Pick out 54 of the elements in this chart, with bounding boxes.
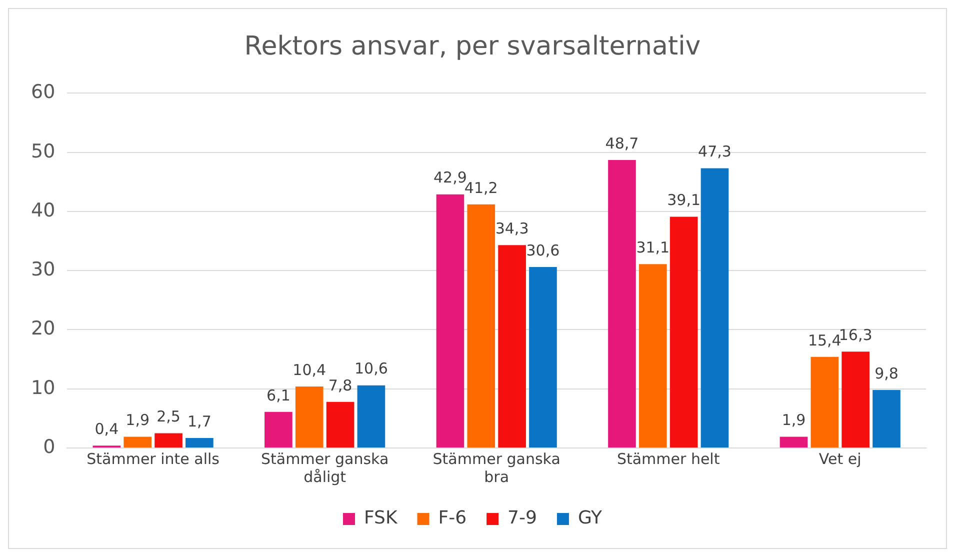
y-tick-label: 20: [30, 318, 56, 340]
data-label: 31,1: [636, 238, 670, 256]
bar: [186, 438, 214, 448]
data-label: 2,5: [156, 408, 180, 426]
data-label: 39,1: [667, 191, 701, 210]
data-label: 10,4: [292, 360, 326, 379]
bar: [670, 216, 698, 448]
bar: [780, 436, 808, 448]
bar: [842, 352, 870, 448]
x-tick-label: Stämmer ganska bra: [432, 450, 560, 486]
legend-label: F-6: [438, 508, 467, 529]
x-tick-label: Stämmer inte alls: [86, 450, 220, 468]
data-label: 15,4: [808, 331, 842, 350]
x-tick-label: Stämmer helt: [616, 450, 720, 468]
y-tick-label: 30: [30, 258, 56, 281]
data-label: 6,1: [266, 386, 290, 404]
bar: [498, 245, 526, 448]
bar: [436, 194, 464, 448]
bar: [295, 386, 324, 448]
bar: [154, 433, 182, 448]
bar: [467, 204, 496, 448]
bar: [700, 168, 729, 448]
data-label: 48,7: [605, 134, 639, 152]
y-tick-label: 50: [30, 140, 56, 162]
data-label: 1,9: [126, 411, 150, 430]
data-label: 9,8: [874, 364, 898, 382]
y-tick-label: 10: [30, 376, 56, 399]
bar: [529, 267, 557, 448]
x-tick-label: Stämmer ganska dåligt: [261, 450, 389, 486]
bar: [326, 402, 354, 448]
chart-title: Rektors ansvar, per svarsalternativ: [244, 31, 701, 62]
bar: [638, 264, 667, 448]
bar: [872, 390, 900, 448]
y-tick-label: 0: [43, 436, 56, 458]
data-label: 1,7: [188, 412, 212, 430]
bar: [810, 356, 839, 448]
y-tick-label: 60: [30, 81, 56, 104]
x-tick-label: Vet ej: [818, 450, 862, 468]
data-label: 0,4: [94, 420, 119, 438]
legend-label: 7-9: [508, 508, 537, 529]
bar: [357, 385, 386, 448]
bar: [608, 160, 636, 448]
y-tick-label: 40: [30, 199, 56, 222]
data-label: 42,9: [434, 168, 467, 187]
legend-label: FSK: [364, 508, 398, 529]
data-label: 10,6: [354, 360, 388, 378]
data-label: 47,3: [698, 142, 732, 161]
legend-label: GY: [578, 508, 604, 529]
data-label: 30,6: [526, 241, 560, 260]
data-label: 1,9: [782, 411, 806, 430]
bar: [124, 436, 152, 448]
bar: [264, 412, 292, 448]
data-label: 7,8: [328, 376, 352, 394]
data-label: 34,3: [495, 220, 529, 238]
